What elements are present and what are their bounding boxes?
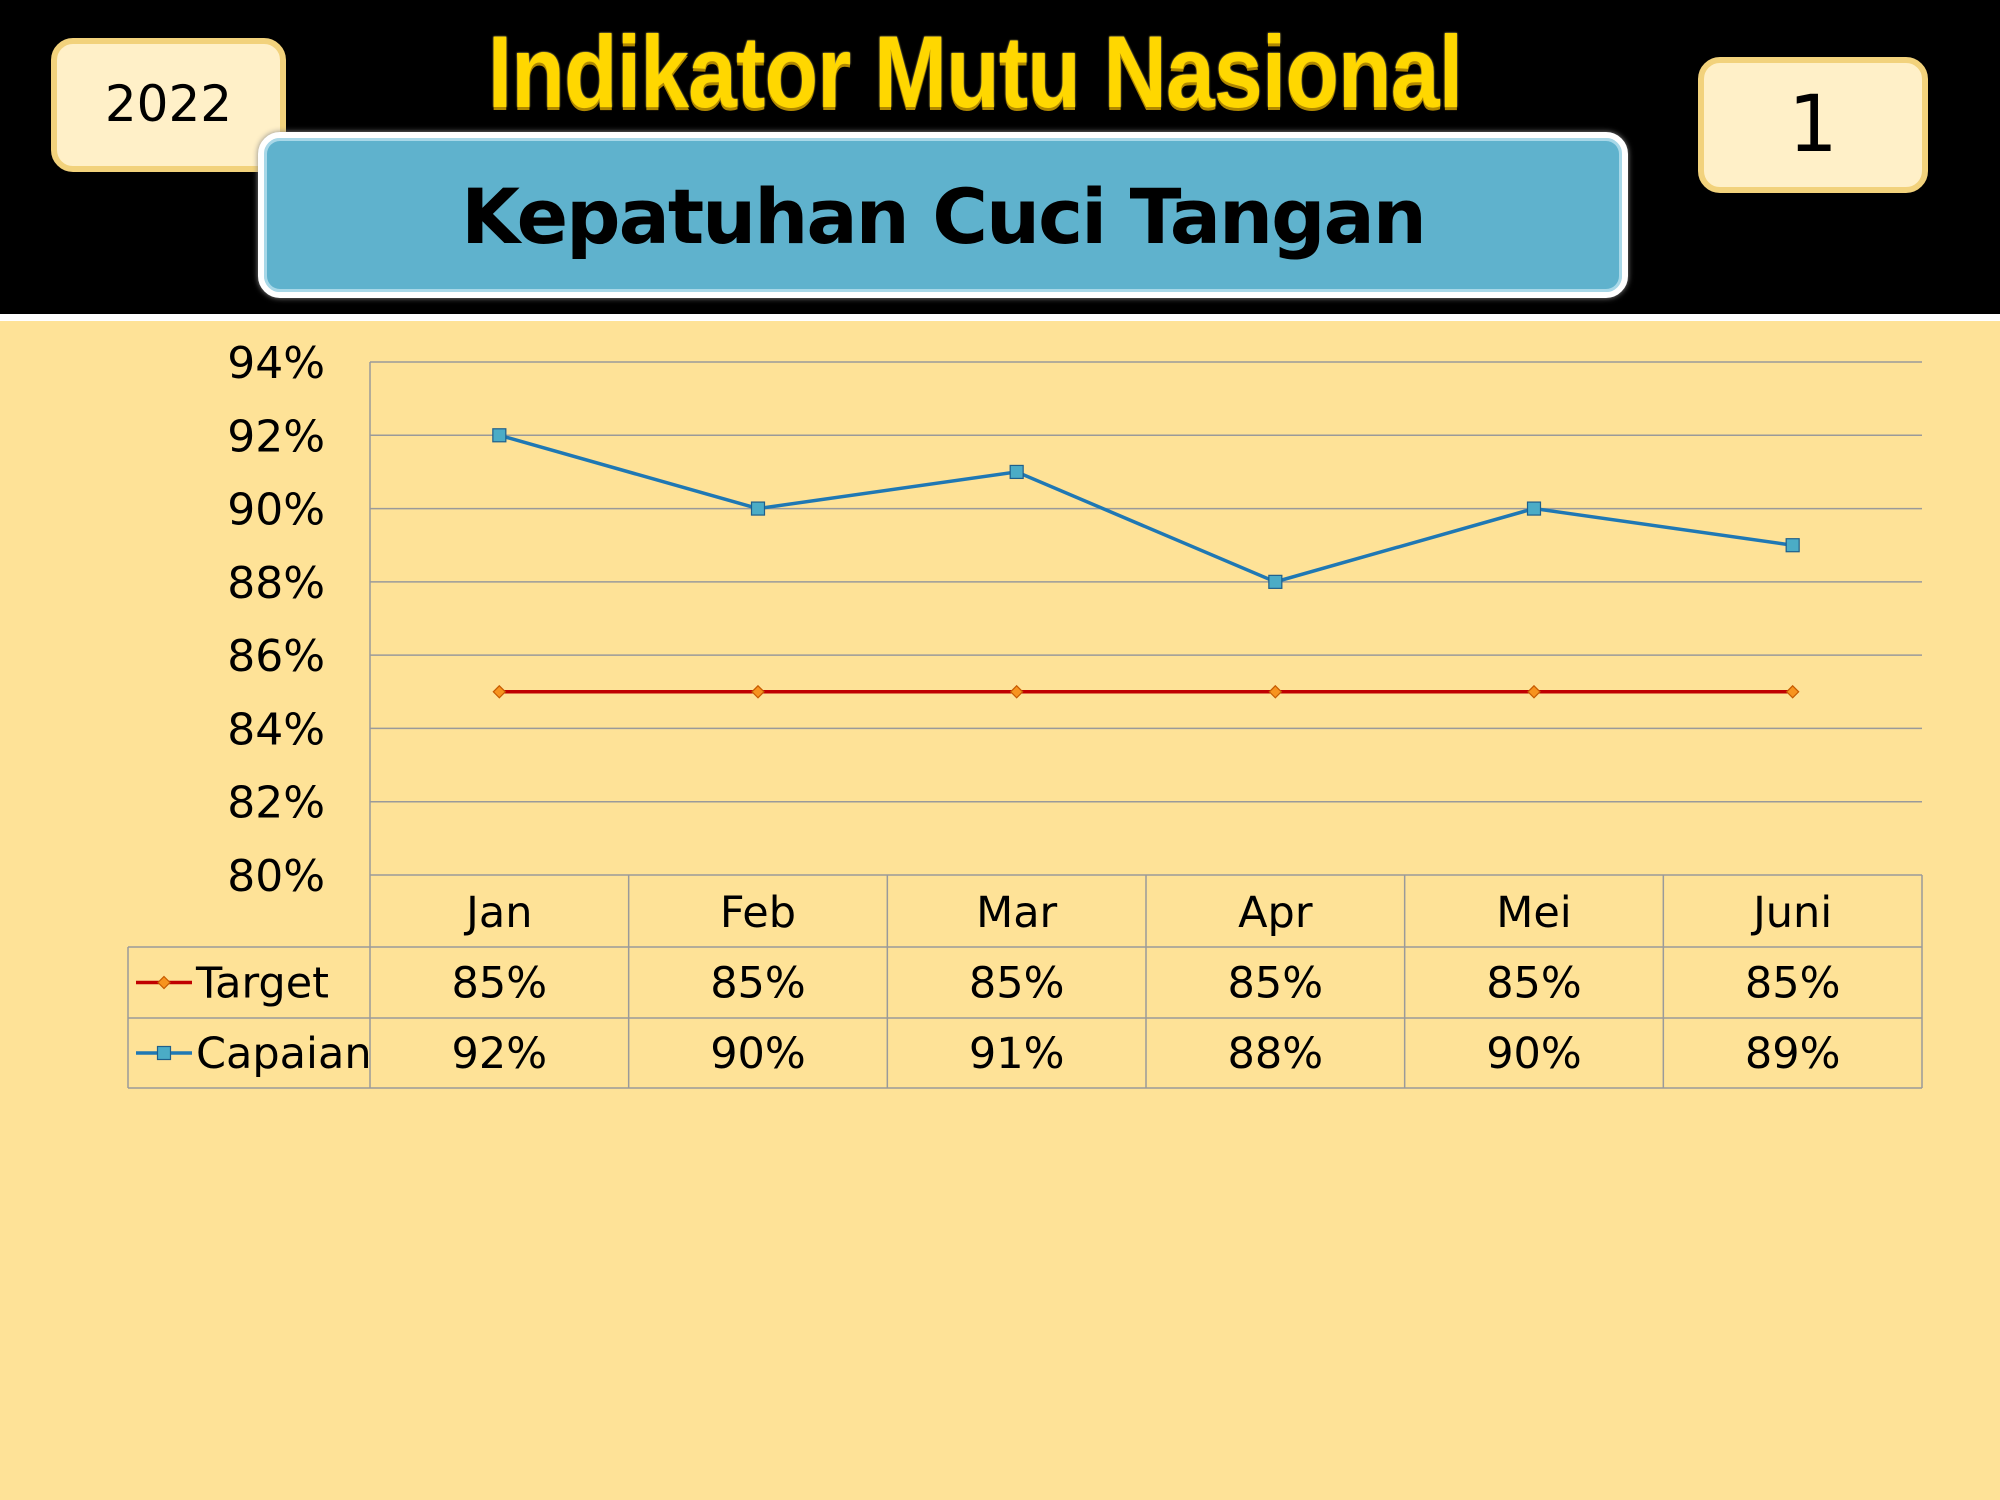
x-category-label: Apr bbox=[1238, 888, 1313, 938]
target-point bbox=[1009, 684, 1024, 699]
capaian-value-cell: 90% bbox=[1486, 1029, 1582, 1079]
capaian-point bbox=[1526, 501, 1542, 516]
header-band: Indikator Mutu Nasional 2022 1 Kepatuhan… bbox=[0, 0, 2000, 321]
year-badge: 2022 bbox=[51, 38, 286, 172]
y-tick-label: 94% bbox=[227, 338, 325, 389]
capaian-point bbox=[1268, 574, 1283, 589]
capaian-point bbox=[1009, 464, 1024, 480]
x-category-label: Jan bbox=[463, 888, 532, 938]
capaian-legend-marker bbox=[156, 1045, 172, 1061]
x-category-label: Mar bbox=[976, 888, 1057, 938]
capaian-value-cell: 92% bbox=[452, 1029, 548, 1079]
target-value-cell: 85% bbox=[969, 959, 1065, 1009]
y-tick-label: 90% bbox=[227, 485, 325, 536]
capaian-point bbox=[492, 428, 507, 443]
slide-number-badge: 1 bbox=[1698, 57, 1928, 193]
capaian-value-cell: 90% bbox=[710, 1029, 806, 1079]
y-tick-label: 80% bbox=[227, 851, 325, 902]
y-tick-label: 84% bbox=[227, 704, 325, 755]
y-tick-label: 82% bbox=[227, 778, 325, 829]
target-point bbox=[1785, 684, 1800, 699]
capaian-point bbox=[1785, 538, 1800, 553]
target-value-cell: 85% bbox=[710, 959, 806, 1009]
y-tick-label: 88% bbox=[227, 558, 325, 609]
target-value-cell: 85% bbox=[1486, 959, 1582, 1009]
x-category-label: Mei bbox=[1496, 888, 1572, 938]
subtitle-panel: Kepatuhan Cuci Tangan bbox=[258, 132, 1628, 298]
x-category-label: Juni bbox=[1750, 888, 1832, 938]
target-point bbox=[1527, 684, 1541, 699]
target-point bbox=[751, 684, 765, 699]
capaian-legend-label: Capaian bbox=[196, 1029, 372, 1079]
main-title: Indikator Mutu Nasional bbox=[487, 15, 1463, 129]
target-legend-marker bbox=[157, 975, 171, 990]
target-value-cell: 85% bbox=[452, 959, 548, 1009]
capaian-point bbox=[750, 501, 766, 516]
subtitle: Kepatuhan Cuci Tangan bbox=[461, 172, 1427, 261]
y-tick-label: 86% bbox=[227, 631, 325, 682]
target-point bbox=[492, 684, 507, 699]
capaian-value-cell: 91% bbox=[969, 1029, 1065, 1079]
y-tick-label: 92% bbox=[227, 411, 325, 462]
capaian-series-line bbox=[498, 433, 1793, 584]
capaian-value-cell: 88% bbox=[1228, 1029, 1324, 1079]
target-point bbox=[1268, 684, 1283, 699]
x-category-label: Feb bbox=[720, 888, 796, 938]
target-legend-label: Target bbox=[195, 959, 329, 1009]
target-value-cell: 85% bbox=[1228, 959, 1324, 1009]
capaian-value-cell: 89% bbox=[1745, 1029, 1841, 1079]
target-value-cell: 85% bbox=[1745, 959, 1841, 1009]
